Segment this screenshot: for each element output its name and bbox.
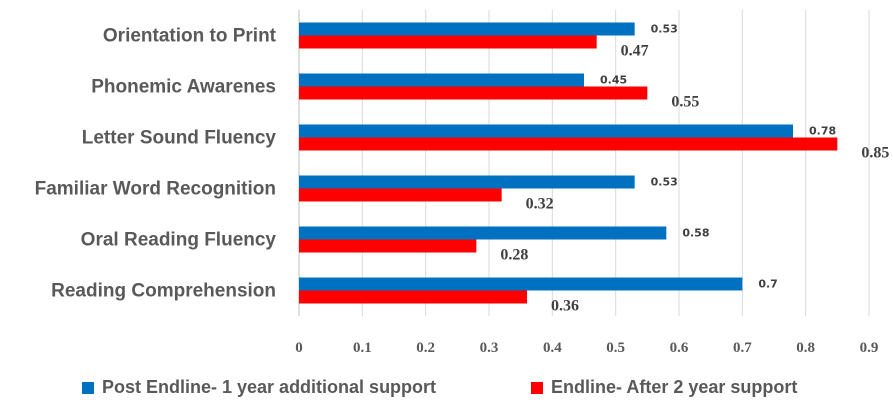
- legend-swatch-post-endline: [82, 381, 94, 394]
- bar-post-endline-orientation-to-print: [299, 22, 635, 36]
- bar-endline-reading-comprehension: [299, 290, 527, 304]
- data-label-post-endline-letter-sound-fluency: 0.78: [809, 125, 836, 138]
- legend: Post Endline- 1 year additional support …: [0, 377, 893, 403]
- x-tick-label: 0.5: [606, 340, 625, 356]
- data-label-post-endline-orientation-to-print: 0.53: [651, 23, 678, 36]
- legend-label-endline: Endline- After 2 year support: [551, 377, 798, 397]
- legend-item-post-endline: Post Endline- 1 year additional support: [82, 377, 436, 398]
- bar-endline-orientation-to-print: [299, 35, 597, 49]
- x-tick-label: 0.2: [416, 340, 435, 356]
- bar-post-endline-letter-sound-fluency: [299, 124, 793, 138]
- legend-label-post-endline: Post Endline- 1 year additional support: [102, 377, 437, 397]
- data-label-endline-reading-comprehension: 0.36: [551, 298, 579, 315]
- bar-endline-oral-reading-fluency: [299, 239, 477, 253]
- bars: [299, 22, 838, 304]
- legend-item-endline: Endline- After 2 year support: [531, 377, 797, 398]
- data-label-endline-oral-reading-fluency: 0.28: [500, 247, 528, 264]
- data-label-endline-letter-sound-fluency: 0.85: [861, 145, 889, 162]
- legend-swatch-endline: [531, 381, 543, 394]
- data-label-endline-familiar-word-recognition: 0.32: [526, 196, 554, 213]
- category-label-oral-reading-fluency: Oral Reading Fluency: [81, 230, 277, 251]
- gridlines: [298, 10, 870, 316]
- x-tick-label: 0.6: [670, 340, 689, 356]
- data-label-endline-orientation-to-print: 0.47: [621, 43, 649, 60]
- category-label-familiar-word-recognition: Familiar Word Recognition: [35, 179, 276, 200]
- bar-endline-familiar-word-recognition: [299, 188, 502, 202]
- data-labels: 0.530.470.450.550.780.850.530.320.580.28…: [500, 23, 889, 315]
- x-tick-label: 0.7: [733, 340, 752, 356]
- data-label-post-endline-phonemic-awarenes: 0.45: [600, 74, 627, 87]
- x-tick-label: 0.8: [796, 340, 815, 356]
- x-tick-labels: 0 0.1 0.2 0.3 0.4 0.5 0.6 0.7 0.8 0.9: [295, 340, 878, 356]
- x-tick-label: 0.3: [480, 340, 499, 356]
- bar-post-endline-reading-comprehension: [299, 277, 743, 291]
- category-label-reading-comprehension: Reading Comprehension: [51, 281, 276, 302]
- bar-post-endline-oral-reading-fluency: [299, 226, 667, 240]
- data-label-post-endline-oral-reading-fluency: 0.58: [682, 227, 709, 240]
- x-tick-label: 0.9: [860, 340, 879, 356]
- category-labels: Orientation to Print Phonemic Awarenes Let…: [35, 26, 277, 302]
- x-tick-label: 0: [295, 340, 303, 356]
- bar-endline-phonemic-awarenes: [299, 86, 648, 100]
- data-label-post-endline-familiar-word-recognition: 0.53: [651, 176, 678, 189]
- category-label-letter-sound-fluency: Letter Sound Fluency: [82, 128, 277, 149]
- bar-post-endline-familiar-word-recognition: [299, 175, 635, 189]
- bar-post-endline-phonemic-awarenes: [299, 73, 584, 87]
- bar-endline-letter-sound-fluency: [299, 137, 838, 151]
- data-label-endline-phonemic-awarenes: 0.55: [671, 94, 699, 111]
- x-tick-label: 0.1: [353, 340, 372, 356]
- category-label-orientation-to-print: Orientation to Print: [103, 26, 277, 47]
- data-label-post-endline-reading-comprehension: 0.7: [758, 278, 778, 291]
- x-tick-label: 0.4: [543, 340, 562, 356]
- category-label-phonemic-awarenes: Phonemic Awarenes: [91, 77, 276, 98]
